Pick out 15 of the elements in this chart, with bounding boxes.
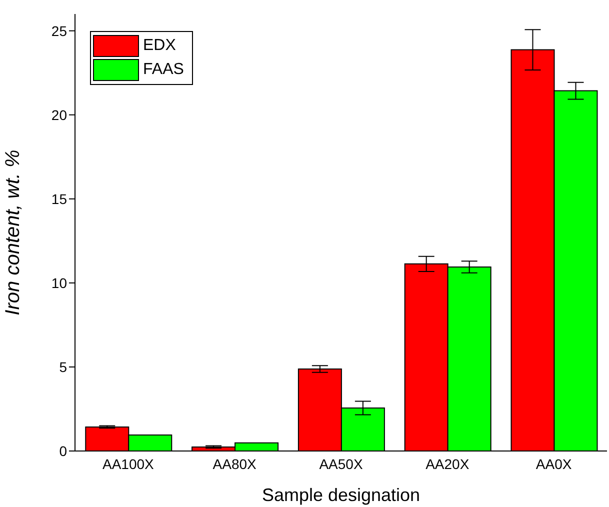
y-tick-label: 15 xyxy=(51,190,68,207)
x-tick-label: AA20X xyxy=(426,456,470,472)
x-tick-label: AA80X xyxy=(212,456,258,472)
x-tick-label: AA0X xyxy=(536,456,572,472)
y-tick-label: 20 xyxy=(51,106,68,123)
y-tick-label: 5 xyxy=(59,358,68,375)
x-tick-label: AA100X xyxy=(102,456,155,472)
y-tick-label: 10 xyxy=(51,274,68,291)
y-tick-label: 0 xyxy=(59,442,68,459)
y-tick-label: 25 xyxy=(51,22,68,39)
x-tick-label: AA50X xyxy=(319,456,364,472)
legend-label: EDX xyxy=(142,36,177,56)
legend-label: FAAS xyxy=(142,60,184,80)
y-axis-title: Iron content, wt. % xyxy=(2,150,24,316)
x-axis-title: Sample designation xyxy=(262,485,420,505)
